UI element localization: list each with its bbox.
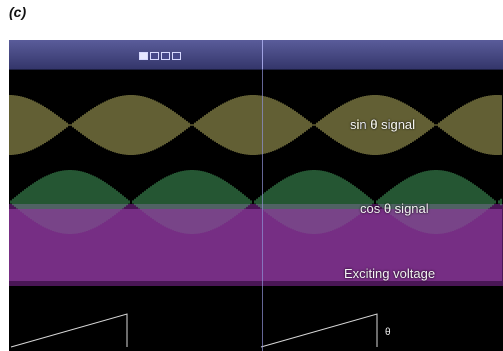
exciting-voltage-trace [9,209,502,281]
panel-label: (c) [9,4,27,20]
exciting-voltage-label: Exciting voltage [344,266,436,281]
ramp-segment [10,313,128,348]
theta-ramp-trace [10,313,378,348]
sin-signal-trace [9,95,502,155]
screen-divider [262,40,263,351]
oscilloscope-screen: sin θ signal cos θ signal Exciting volta… [9,40,503,351]
channel-button[interactable] [161,52,170,60]
ramp-segment [260,313,378,348]
theta-label: θ [385,327,391,338]
channel-button[interactable] [150,52,159,60]
waveform-display [9,95,503,348]
channel-button-group [139,52,181,60]
channel-button[interactable] [172,52,181,60]
cos-signal-label: cos θ signal [360,201,429,216]
channel-button[interactable] [139,52,148,60]
sin-signal-label: sin θ signal [350,117,416,132]
scope-header [9,40,503,70]
